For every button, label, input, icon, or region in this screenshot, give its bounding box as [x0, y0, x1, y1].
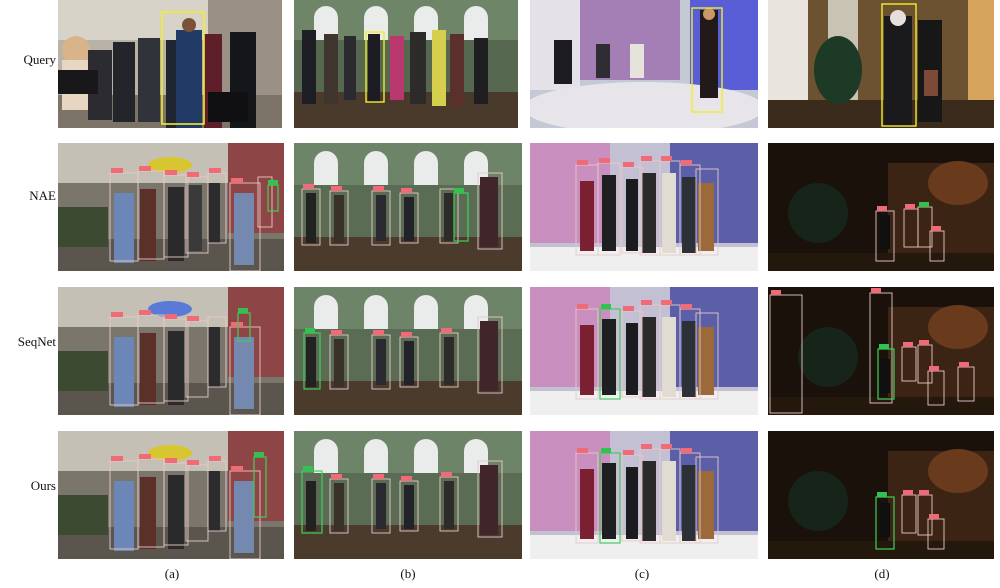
- ours-result-b: [294, 431, 522, 559]
- nae-result-a: [58, 143, 284, 271]
- query-image-b: [294, 0, 518, 128]
- row-label-query: Query: [23, 52, 57, 67]
- ours-result-a: [58, 431, 284, 559]
- row-label-seqnet: SeqNet: [17, 334, 56, 349]
- column-label-c: (c): [634, 566, 650, 581]
- ours-result-d: [768, 431, 994, 559]
- seqnet-result-c: [530, 287, 758, 415]
- seqnet-result-b: [294, 287, 522, 415]
- query-image-a: [58, 0, 282, 128]
- nae-result-c: [530, 143, 758, 271]
- row-label-ours: Ours: [30, 478, 56, 493]
- seqnet-result-d: [768, 287, 994, 415]
- row-label-nae: NAE: [29, 188, 56, 203]
- query-image-c: [530, 0, 758, 128]
- ours-result-c: [530, 431, 758, 559]
- column-label-d: (d): [874, 566, 890, 581]
- query-image-d: [768, 0, 994, 128]
- nae-result-b: [294, 143, 522, 271]
- nae-result-d: [768, 143, 994, 271]
- column-label-a: (a): [164, 566, 180, 581]
- column-label-b: (b): [400, 566, 416, 581]
- seqnet-result-a: [58, 287, 284, 415]
